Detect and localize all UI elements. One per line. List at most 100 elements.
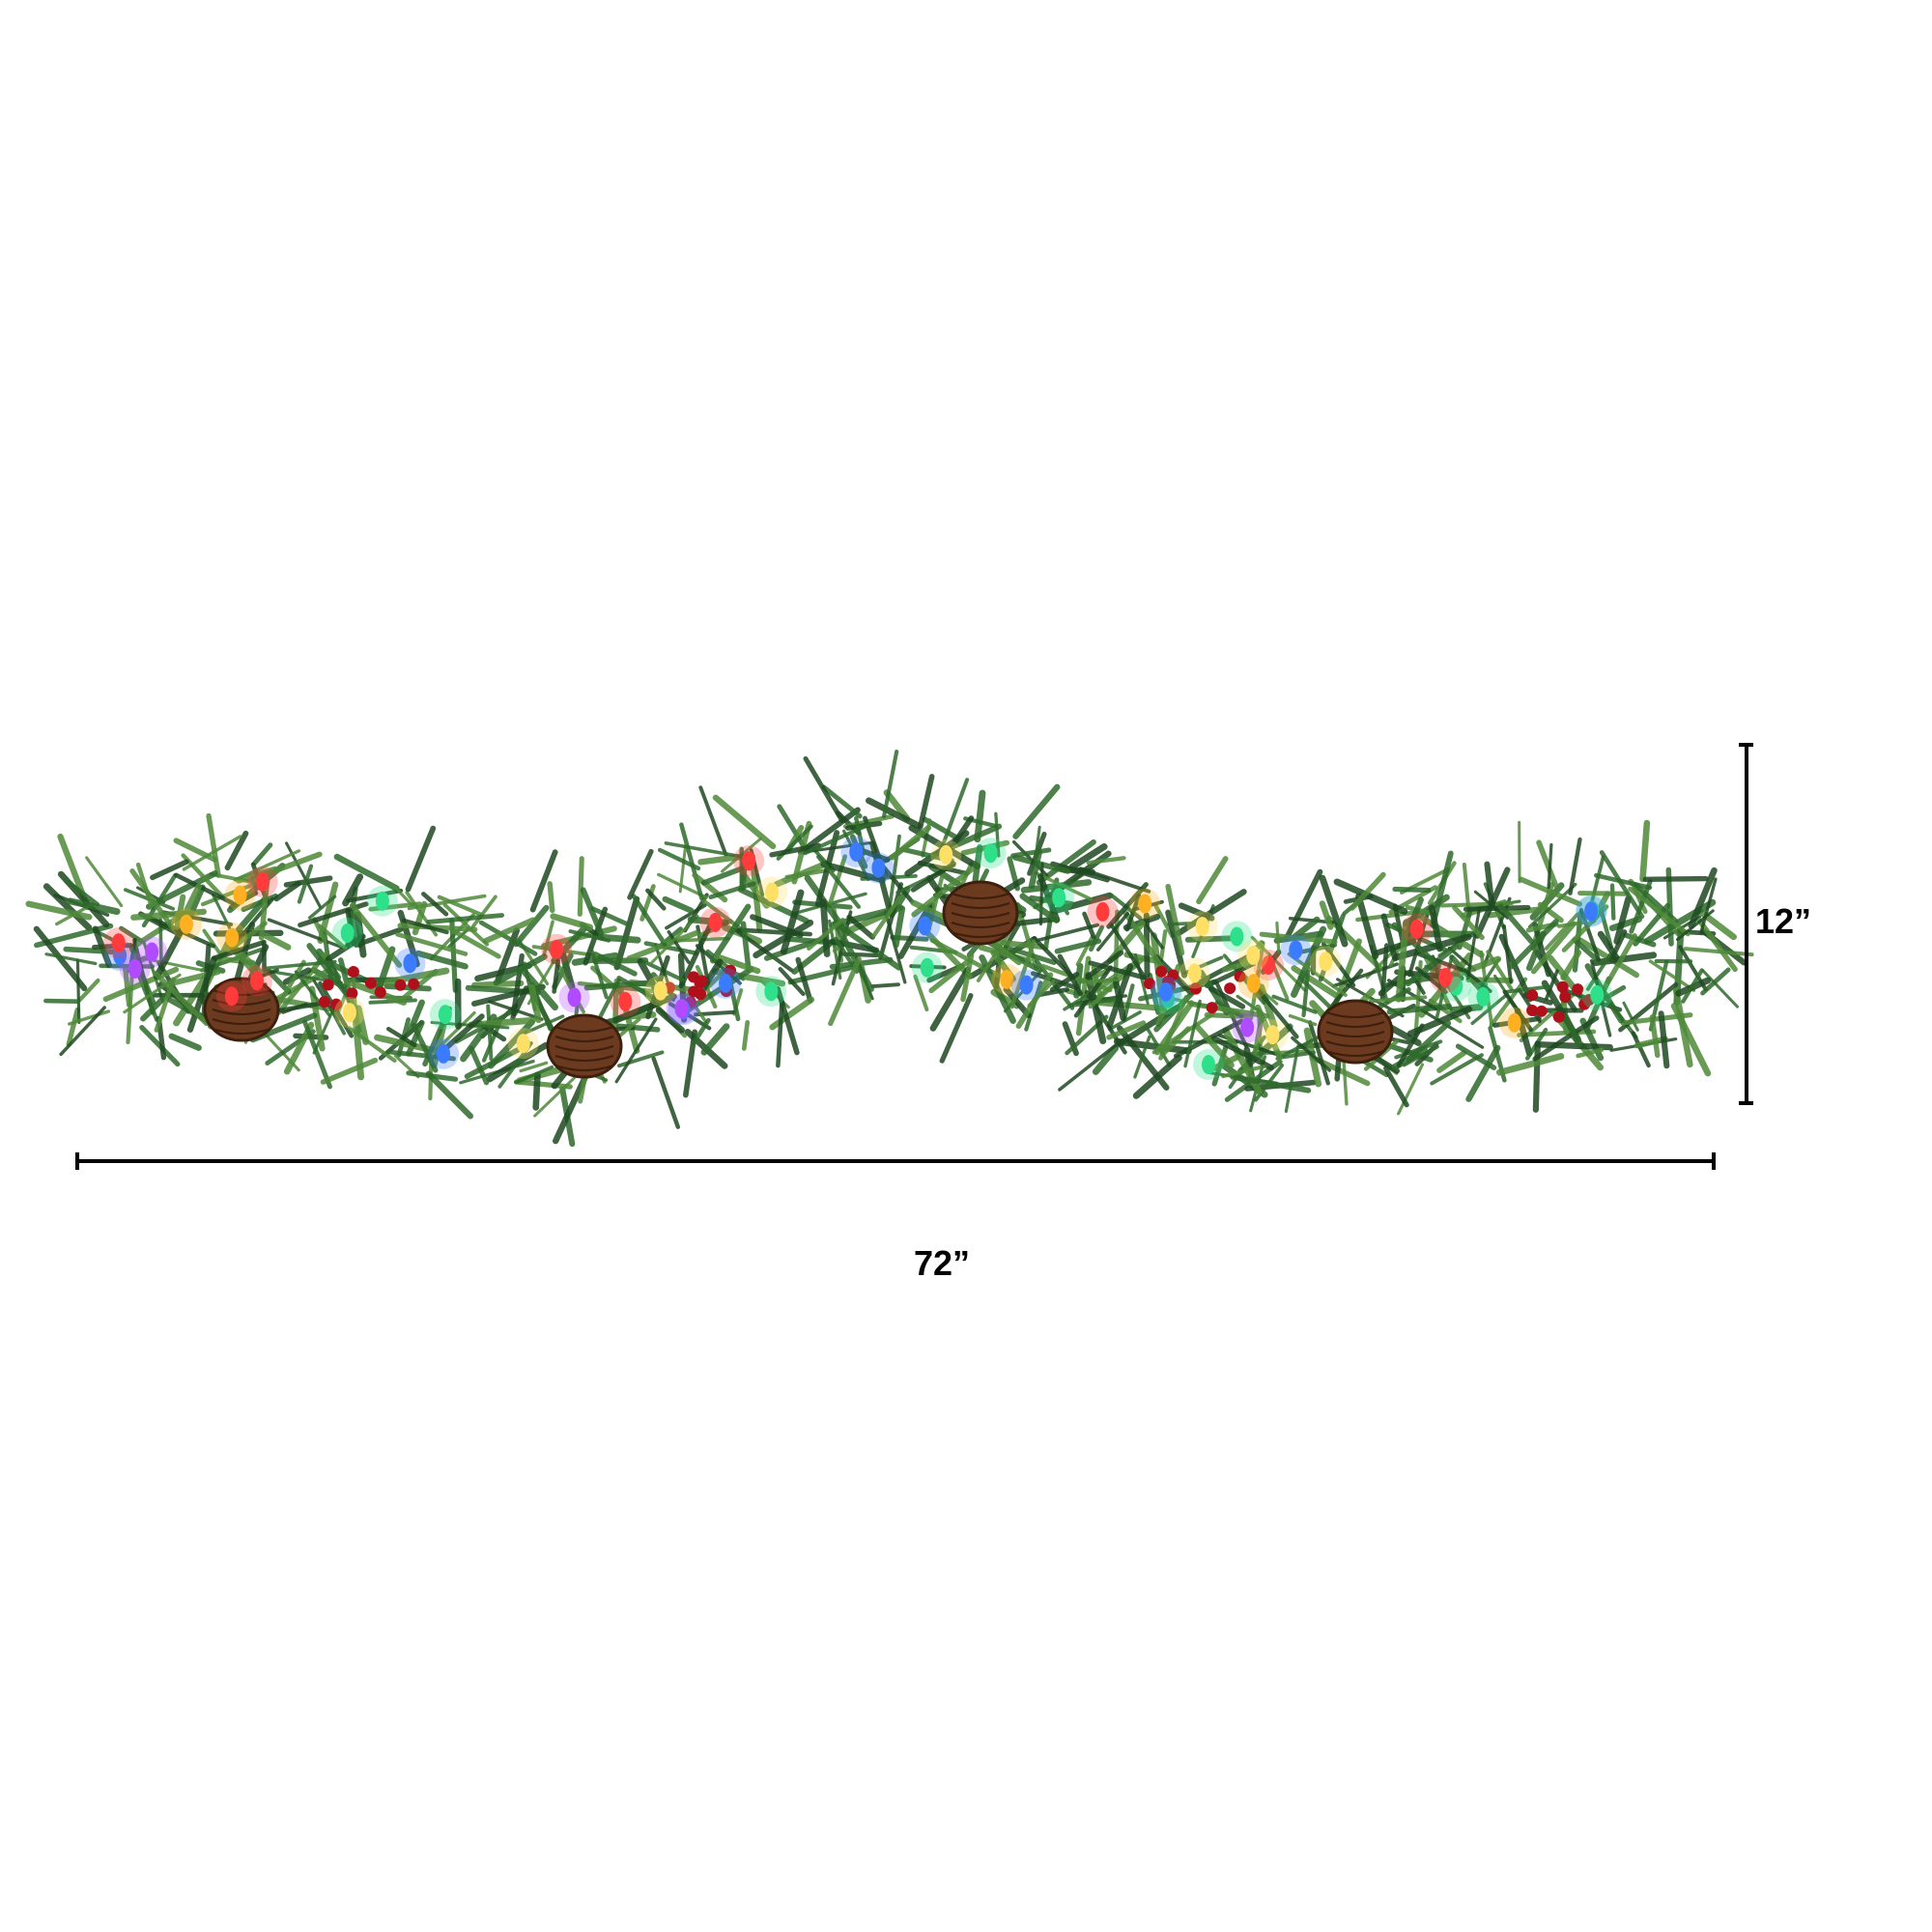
pine-branch bbox=[119, 925, 144, 944]
pine-branch bbox=[679, 822, 704, 900]
pine-branch bbox=[329, 1007, 346, 1036]
pine-branch bbox=[469, 1045, 490, 1086]
pine-branch bbox=[68, 1009, 111, 1026]
pine-branch bbox=[1133, 1035, 1151, 1079]
pine-branch bbox=[513, 904, 550, 948]
pine-branch bbox=[631, 894, 668, 947]
pine-branch bbox=[1534, 1041, 1613, 1051]
pine-branch bbox=[342, 873, 364, 907]
led-bulb bbox=[1187, 963, 1202, 983]
pine-branch bbox=[800, 807, 861, 853]
pine-branch bbox=[698, 785, 728, 857]
pinecone-scale bbox=[1325, 1040, 1385, 1047]
pine-branch bbox=[939, 993, 974, 1064]
pine-branch bbox=[493, 953, 548, 986]
pine-branch bbox=[1672, 987, 1693, 1068]
led-bulb bbox=[179, 914, 193, 934]
pinecone-scale bbox=[1325, 1021, 1385, 1028]
pine-branch bbox=[1620, 1012, 1693, 1026]
pine-branch bbox=[1577, 891, 1630, 896]
pine-branch bbox=[263, 932, 292, 951]
pine-branch bbox=[1594, 872, 1653, 891]
pine-branch bbox=[828, 956, 862, 1027]
pine-branch bbox=[1284, 868, 1323, 941]
pine-branch bbox=[150, 859, 189, 881]
berry bbox=[1224, 982, 1236, 995]
pine-branch bbox=[1230, 1074, 1312, 1094]
pine-branch bbox=[85, 856, 124, 908]
pine-branch bbox=[437, 895, 483, 917]
pine-branch bbox=[464, 1044, 526, 1079]
pine-branch bbox=[1291, 1036, 1332, 1072]
width-label: 72” bbox=[913, 1243, 971, 1283]
pinecone-scale bbox=[554, 1055, 614, 1062]
led-bulb bbox=[1507, 1012, 1521, 1033]
pine-branch bbox=[436, 1010, 476, 1051]
pine-branch bbox=[568, 929, 611, 943]
pine-branch bbox=[1393, 933, 1472, 961]
pine-branch bbox=[1089, 924, 1105, 952]
pine-branch bbox=[235, 866, 279, 884]
pine-branch bbox=[411, 1022, 439, 1073]
pine-branch bbox=[43, 998, 81, 1004]
pine-branch bbox=[1544, 912, 1579, 951]
pinecone-scale bbox=[212, 999, 271, 1006]
pine-branch bbox=[173, 975, 209, 1027]
pine-branch bbox=[1532, 922, 1551, 978]
pine-branch bbox=[662, 895, 695, 914]
pine-branch bbox=[1109, 923, 1151, 985]
pine-branch bbox=[129, 867, 176, 931]
pine-branch bbox=[376, 967, 450, 987]
pine-branch bbox=[181, 853, 225, 899]
led-bulb bbox=[1201, 1055, 1215, 1075]
pine-branch bbox=[226, 942, 254, 972]
pine-branch bbox=[1609, 883, 1616, 921]
pine-branch bbox=[63, 946, 123, 955]
berry bbox=[1189, 982, 1202, 995]
pine-branch bbox=[1307, 1020, 1330, 1086]
pinecone-scale bbox=[212, 1028, 271, 1035]
pine-branch bbox=[426, 913, 505, 924]
led-bulb bbox=[1000, 969, 1014, 989]
pine-branch bbox=[683, 966, 754, 1014]
pine-branch bbox=[1572, 937, 1604, 966]
pine-branch bbox=[1658, 1010, 1670, 1069]
pine-branch bbox=[1496, 1053, 1565, 1076]
pine-branch bbox=[1517, 1029, 1597, 1037]
pine-branch bbox=[819, 898, 831, 957]
pinecone bbox=[942, 880, 1019, 946]
pine-branch bbox=[273, 880, 301, 902]
led-bulb bbox=[939, 844, 953, 865]
pine-branch bbox=[355, 1005, 370, 1045]
pine-branch bbox=[401, 918, 449, 935]
berry bbox=[1552, 1010, 1565, 1023]
pine-branch bbox=[1350, 871, 1386, 911]
pine-branch bbox=[1251, 982, 1299, 1039]
pine-branch bbox=[1557, 920, 1587, 928]
pine-branch bbox=[405, 825, 437, 893]
led-lights bbox=[102, 836, 1613, 1081]
pine-branch bbox=[1599, 850, 1645, 920]
pine-branch bbox=[308, 985, 326, 1052]
led-bulb bbox=[567, 987, 582, 1008]
led-bulb bbox=[1158, 981, 1173, 1002]
pine-branch bbox=[550, 913, 594, 931]
pine-branch bbox=[820, 861, 886, 884]
pine-branch bbox=[425, 1070, 474, 1120]
led-bulb bbox=[1246, 974, 1261, 994]
pine-branch bbox=[883, 789, 911, 822]
red-berries bbox=[318, 964, 1595, 1023]
pine-branch bbox=[1088, 980, 1119, 1009]
pine-branch bbox=[1058, 1043, 1118, 1092]
pine-branch bbox=[1012, 783, 1061, 839]
pine-branch bbox=[333, 853, 400, 892]
pine-branch bbox=[1222, 959, 1253, 973]
led-bulb bbox=[871, 858, 886, 878]
pine-branch bbox=[816, 854, 862, 909]
led-bulb bbox=[1289, 940, 1303, 960]
pine-branch bbox=[528, 983, 542, 1024]
pine-branch bbox=[75, 958, 81, 1024]
led-bulb bbox=[918, 916, 932, 936]
led-bulb bbox=[1409, 919, 1424, 939]
led-bulb bbox=[233, 885, 247, 905]
